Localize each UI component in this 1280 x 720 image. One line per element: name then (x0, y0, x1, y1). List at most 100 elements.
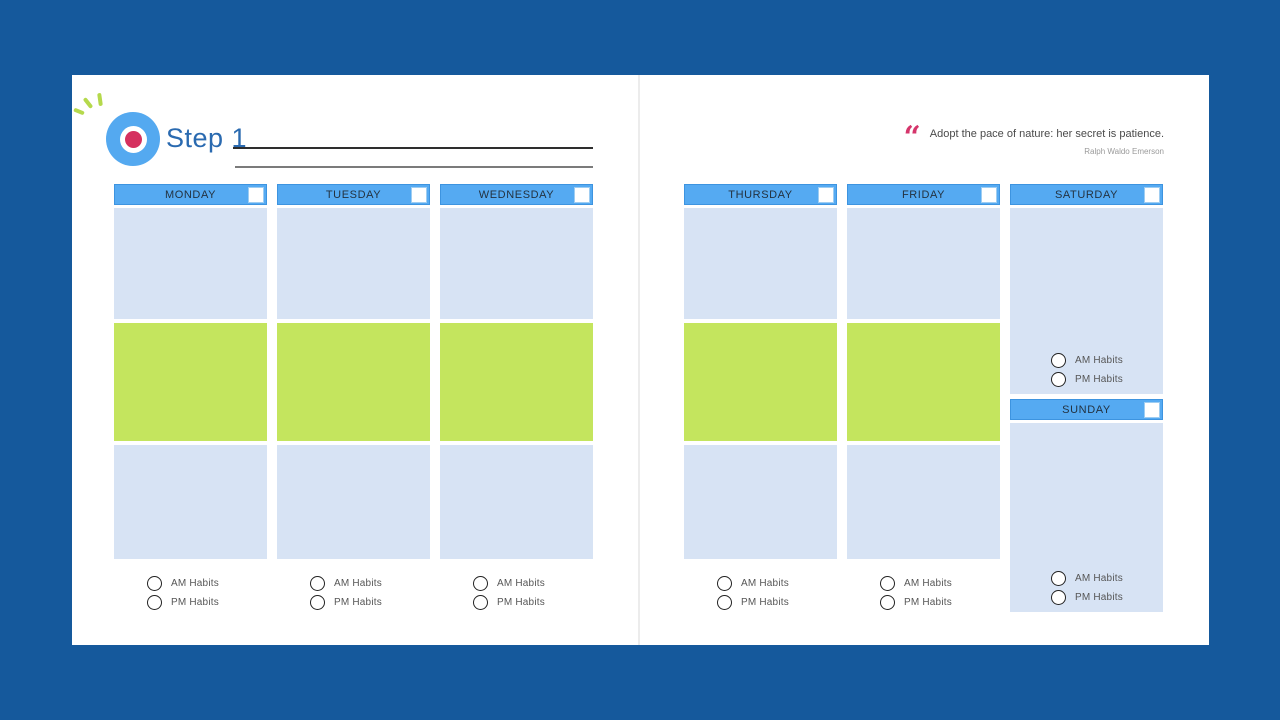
notes-area-bottom (847, 445, 1000, 559)
habits-group: AM Habits PM Habits (1051, 351, 1123, 389)
day-label: THURSDAY (728, 188, 793, 201)
notes-area-bottom (440, 445, 593, 559)
step-target-icon (106, 112, 160, 166)
weekday-columns-right: THURSDAY AM Habits PM Habits FRIDAY (684, 184, 1163, 612)
day-checkbox[interactable] (1144, 402, 1160, 418)
am-habits-checkbox[interactable] (310, 575, 325, 591)
day-label: WEDNESDAY (478, 188, 555, 201)
notes-area-top (114, 208, 267, 319)
notes-area-top (847, 208, 1000, 319)
day-label: TUESDAY (325, 188, 382, 201)
day-column-friday: FRIDAY AM Habits PM Habits (847, 184, 1000, 612)
am-habits-checkbox[interactable] (717, 575, 732, 591)
day-header: TUESDAY (277, 184, 430, 205)
quote-block: “ Adopt the pace of nature: her secret i… (903, 120, 1164, 157)
notes-area-bottom (684, 445, 837, 559)
writing-line-1 (233, 147, 593, 149)
weekday-columns-left: MONDAY AM Habits PM Habits TUESDAY (114, 184, 593, 612)
target-ring-icon (119, 125, 147, 153)
am-habits-row: AM Habits (473, 574, 593, 592)
priority-area (684, 323, 837, 441)
am-habits-checkbox[interactable] (880, 575, 895, 591)
am-habits-label: AM Habits (904, 577, 952, 589)
notes-area-top (277, 208, 430, 319)
pm-habits-row: PM Habits (1051, 370, 1123, 388)
quote-text: Adopt the pace of nature: her secret is … (929, 128, 1164, 140)
pm-habits-label: PM Habits (497, 596, 545, 608)
sparkle-icon (73, 107, 85, 116)
day-column-monday: MONDAY AM Habits PM Habits (114, 184, 267, 612)
priority-area (440, 323, 593, 441)
pm-habits-checkbox[interactable] (147, 594, 162, 610)
habits-group: AM Habits PM Habits (1051, 569, 1123, 607)
sparkle-icon (82, 97, 94, 109)
sunday-notes-area: AM Habits PM Habits (1010, 423, 1163, 612)
notes-area-bottom (114, 445, 267, 559)
am-habits-label: AM Habits (741, 577, 789, 589)
priority-area (277, 323, 430, 441)
day-column-thursday: THURSDAY AM Habits PM Habits (684, 184, 837, 612)
am-habits-checkbox[interactable] (147, 575, 162, 591)
habits-group: AM Habits PM Habits (847, 574, 1000, 612)
pm-habits-label: PM Habits (334, 596, 382, 608)
day-header: WEDNESDAY (440, 184, 593, 205)
day-column-tuesday: TUESDAY AM Habits PM Habits (277, 184, 430, 612)
priority-area (847, 323, 1000, 441)
day-label: SUNDAY (1062, 403, 1111, 416)
pm-habits-row: PM Habits (1051, 588, 1123, 606)
step-title: Step 1 (166, 123, 248, 153)
pm-habits-row: PM Habits (147, 593, 267, 611)
day-column-wednesday: WEDNESDAY AM Habits PM Habits (440, 184, 593, 612)
am-habits-label: AM Habits (334, 577, 382, 589)
am-habits-checkbox[interactable] (1051, 352, 1066, 368)
habits-group: AM Habits PM Habits (440, 574, 593, 612)
am-habits-row: AM Habits (880, 574, 1000, 592)
page-gutter-divider (638, 75, 640, 645)
priority-area (114, 323, 267, 441)
day-label: SATURDAY (1054, 188, 1119, 201)
pm-habits-row: PM Habits (880, 593, 1000, 611)
pm-habits-checkbox[interactable] (717, 594, 732, 610)
am-habits-row: AM Habits (147, 574, 267, 592)
pm-habits-label: PM Habits (904, 596, 952, 608)
day-checkbox[interactable] (574, 187, 590, 203)
day-checkbox[interactable] (1144, 187, 1160, 203)
pm-habits-label: PM Habits (171, 596, 219, 608)
day-checkbox[interactable] (981, 187, 997, 203)
quote-attribution: Ralph Waldo Emerson (1084, 147, 1164, 156)
habits-group: AM Habits PM Habits (684, 574, 837, 612)
day-column-weekend: SATURDAY AM Habits PM Habits SUNDAY (1010, 184, 1163, 612)
pm-habits-row: PM Habits (310, 593, 430, 611)
am-habits-checkbox[interactable] (1051, 570, 1066, 586)
pm-habits-row: PM Habits (717, 593, 837, 611)
am-habits-label: AM Habits (1075, 354, 1123, 366)
notes-area-bottom (277, 445, 430, 559)
pm-habits-checkbox[interactable] (310, 594, 325, 610)
pm-habits-checkbox[interactable] (880, 594, 895, 610)
pm-habits-row: PM Habits (473, 593, 593, 611)
pm-habits-label: PM Habits (741, 596, 789, 608)
pm-habits-checkbox[interactable] (1051, 589, 1066, 605)
am-habits-label: AM Habits (1075, 572, 1123, 584)
am-habits-row: AM Habits (717, 574, 837, 592)
saturday-notes-area: AM Habits PM Habits (1010, 208, 1163, 394)
day-checkbox[interactable] (248, 187, 264, 203)
target-dot-icon (124, 130, 142, 148)
day-checkbox[interactable] (411, 187, 427, 203)
am-habits-checkbox[interactable] (473, 575, 488, 591)
am-habits-row: AM Habits (1051, 351, 1123, 369)
pm-habits-checkbox[interactable] (1051, 371, 1066, 387)
writing-line-2 (235, 166, 593, 168)
day-header: THURSDAY (684, 184, 837, 205)
am-habits-label: AM Habits (171, 577, 219, 589)
pm-habits-checkbox[interactable] (473, 594, 488, 610)
am-habits-row: AM Habits (310, 574, 430, 592)
notes-area-top (684, 208, 837, 319)
day-header: SUNDAY (1010, 399, 1163, 420)
habits-group: AM Habits PM Habits (277, 574, 430, 612)
day-header: SATURDAY (1010, 184, 1163, 205)
day-label: MONDAY (164, 188, 217, 201)
day-checkbox[interactable] (818, 187, 834, 203)
pm-habits-label: PM Habits (1075, 373, 1123, 385)
quote-icon: “ (903, 120, 921, 155)
